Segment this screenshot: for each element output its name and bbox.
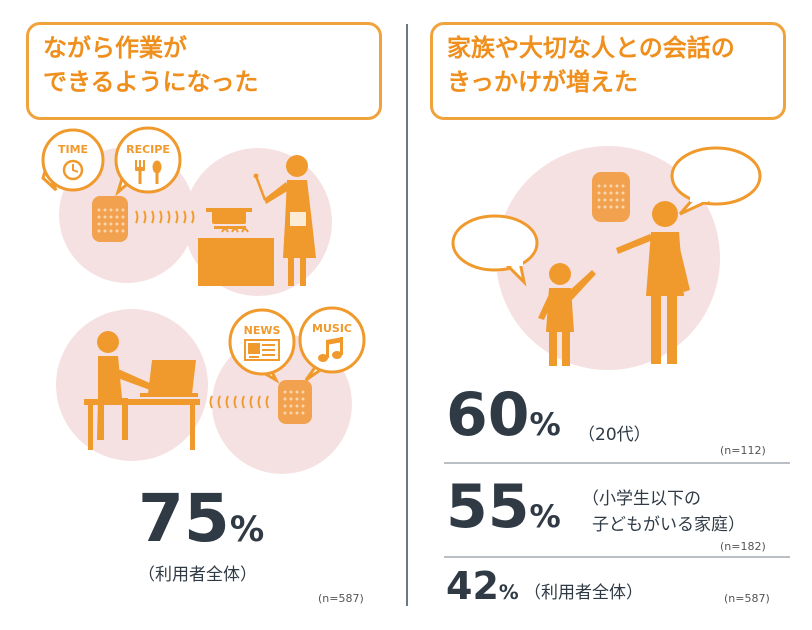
child-icon bbox=[538, 263, 596, 366]
clock-icon bbox=[62, 159, 84, 181]
right-headline-line1: 家族や大切な人との会話の bbox=[447, 34, 735, 62]
fork-spoon-icon bbox=[135, 160, 162, 184]
stove-icon bbox=[198, 208, 274, 286]
speaker-icon bbox=[592, 172, 630, 222]
right-stat-1-unit: % bbox=[529, 407, 561, 443]
right-stat-1-n: (n=112) bbox=[720, 444, 766, 457]
left-stat-unit: % bbox=[229, 510, 265, 550]
music-bubble: MUSIC bbox=[298, 306, 366, 382]
left-stat-label: （利用者全体） bbox=[138, 565, 257, 585]
desk-illustration: NEWS MUSIC bbox=[56, 306, 366, 474]
recipe-label: RECIPE bbox=[126, 143, 170, 156]
music-note-icon bbox=[318, 337, 343, 362]
speech-bubble-right-icon bbox=[670, 146, 762, 216]
right-stat-1-value: 60% bbox=[446, 382, 561, 458]
right-stat-1-label: （20代） bbox=[578, 425, 651, 445]
family-conversation-illustration bbox=[451, 146, 762, 370]
adult-icon bbox=[616, 201, 690, 364]
left-stat-n: (n=587) bbox=[318, 592, 364, 605]
right-stat-2-label-line2: 子どもがいる家庭） bbox=[592, 515, 745, 535]
newspaper-icon bbox=[244, 339, 280, 361]
left-headline-line1: ながら作業が bbox=[43, 34, 187, 62]
right-stat-2-label-line1: （小学生以下の bbox=[582, 489, 701, 509]
left-stat-value: 75% bbox=[138, 483, 264, 566]
right-stat-2-value: 55% bbox=[446, 474, 561, 550]
right-stat-3-value: 42% bbox=[446, 564, 519, 615]
cooking-person-icon bbox=[253, 155, 316, 286]
music-label: MUSIC bbox=[312, 322, 352, 335]
right-stat-2-number: 55 bbox=[446, 472, 530, 542]
time-label: TIME bbox=[58, 143, 88, 156]
right-stat-3-number: 42 bbox=[446, 564, 499, 608]
left-headline: ながら作業が できるようになった bbox=[26, 22, 382, 120]
recipe-bubble: RECIPE bbox=[114, 126, 182, 197]
stat-divider-2 bbox=[444, 556, 790, 558]
right-stat-3-n: (n=587) bbox=[724, 592, 770, 605]
news-label: NEWS bbox=[244, 324, 281, 337]
speaker-icon bbox=[278, 380, 312, 424]
right-stat-3-unit: % bbox=[498, 581, 519, 604]
working-person-icon bbox=[97, 331, 152, 440]
center-divider bbox=[406, 24, 408, 606]
kitchen-illustration: TIME RECIPE bbox=[41, 126, 332, 296]
stat-divider-1 bbox=[444, 462, 790, 464]
right-headline: 家族や大切な人との会話の きっかけが増えた bbox=[430, 22, 786, 120]
right-stat-3-label: （利用者全体） bbox=[524, 583, 643, 603]
right-headline-line2: きっかけが増えた bbox=[447, 68, 639, 96]
right-stat-1-number: 60 bbox=[446, 380, 530, 450]
sound-waves-icon bbox=[209, 395, 269, 409]
right-stat-2-n: (n=182) bbox=[720, 540, 766, 553]
speaker-icon bbox=[92, 196, 128, 242]
time-bubble: TIME bbox=[41, 128, 105, 192]
speech-bubble-left-icon bbox=[451, 214, 539, 287]
desk-laptop-icon bbox=[84, 360, 200, 450]
right-stat-2-unit: % bbox=[529, 499, 561, 535]
news-bubble: NEWS bbox=[228, 308, 296, 384]
left-headline-line2: できるようになった bbox=[43, 68, 259, 96]
sound-waves-icon bbox=[135, 210, 195, 224]
left-stat-number: 75 bbox=[138, 480, 230, 557]
